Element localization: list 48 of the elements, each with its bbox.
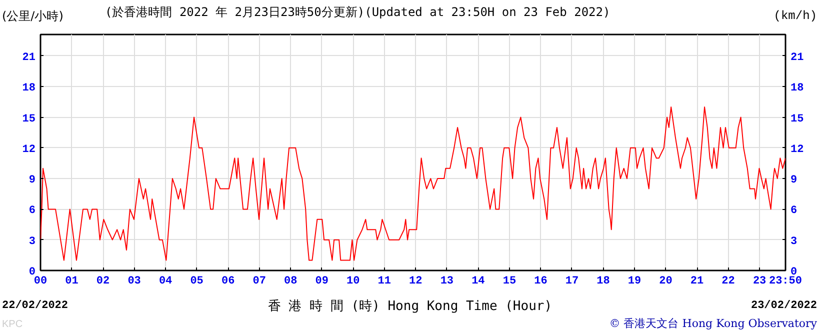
y-axis-title: (公里/小時) [2, 8, 64, 25]
text: 22/02/2022 [2, 299, 68, 314]
y2-tick-label: 12 [790, 144, 804, 156]
x-tick-label: 18 [596, 276, 610, 288]
x-tick-label: 11 [378, 276, 392, 288]
x-tick-label: 06 [221, 276, 235, 288]
x-axis-title: 香 港 時 間 (時) Hong Kong Time (Hour) [268, 298, 552, 316]
y2-tick-label: 15 [790, 113, 804, 126]
x-tick-label: 15 [502, 276, 516, 288]
x-tick-label: 20 [659, 276, 672, 288]
x-tick-label: 03 [128, 276, 142, 288]
x-tick-label: 23 [752, 276, 767, 288]
y2-axis-title: (km/h) [774, 8, 817, 25]
y2-tick-label: 21 [790, 52, 804, 64]
x-tick-label: 04 [158, 276, 173, 288]
y-tick-label: 6 [28, 205, 36, 218]
y-tick-label: 0 [28, 266, 36, 278]
y2-tick-label: 9 [790, 174, 798, 187]
x-tick-label: 01 [65, 276, 79, 288]
x-tick-label: 21 [690, 276, 704, 288]
y2-tick-label: 6 [790, 205, 798, 218]
chart-title: (於香港時間 2022 年 2月23日23時50分更新)(Updated at 23:50H on 23 Feb 2022) [105, 4, 610, 21]
x-tick-label: 12 [409, 276, 422, 288]
x-tick-label: 22 [722, 276, 735, 288]
x-tick-label: 08 [284, 276, 298, 288]
x-tick-label: 14 [472, 276, 486, 288]
y-tick-label: 3 [28, 236, 36, 248]
y-tick-label: 18 [22, 82, 36, 95]
x-tick-label: 02 [96, 276, 110, 288]
y-tick-label: 15 [22, 113, 36, 126]
x-tick-label: 07 [252, 276, 266, 288]
y-tick-label: 21 [22, 52, 36, 64]
text: © 香港天文台 Hong Kong Observatory [609, 316, 817, 331]
x-tick-label: 09 [315, 276, 328, 288]
line-series [40, 106, 786, 261]
x-tick-label: 16 [534, 276, 548, 288]
y-tick-label: 9 [28, 174, 36, 187]
x-tick-label: 23:50 [768, 276, 802, 288]
y2-tick-label: 18 [790, 82, 804, 95]
x-tick-label: 17 [565, 276, 579, 288]
text: 23/02/2022 [750, 299, 817, 314]
x-tick-label: 00 [34, 276, 48, 288]
x-tick-label: 10 [346, 276, 360, 288]
y2-tick-label: 3 [790, 236, 798, 248]
x-tick-label: 19 [628, 276, 642, 288]
x-tick-label: 13 [440, 276, 454, 288]
y-tick-label: 12 [22, 144, 36, 156]
x-tick-label: 05 [190, 276, 204, 288]
